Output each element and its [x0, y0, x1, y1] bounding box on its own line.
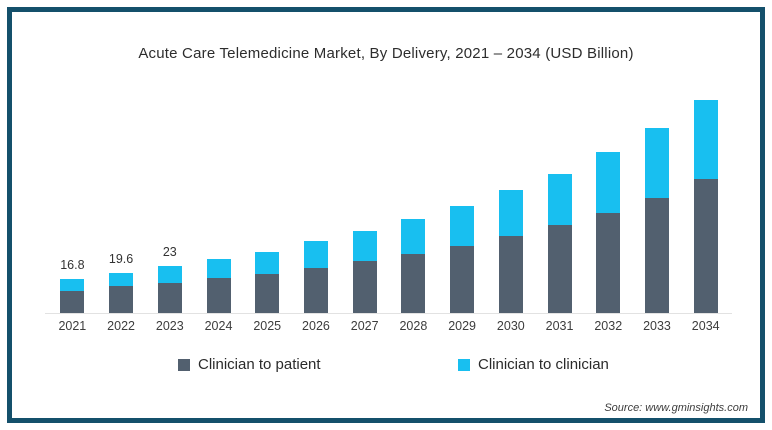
bar-segment-clinician-to-clinician: [693, 100, 718, 180]
bar-segment-clinician-to-clinician: [109, 272, 134, 287]
source-credit: Source: www.gminsights.com: [604, 402, 748, 414]
x-axis-label: 2031: [545, 319, 574, 333]
bar-group: 23: [145, 96, 194, 313]
x-axis-label: 2027: [350, 319, 379, 333]
bar-segment-clinician-to-clinician: [547, 173, 572, 226]
chart-frame: Acute Care Telemedicine Market, By Deliv…: [7, 7, 765, 423]
bar-value-label: 23: [162, 244, 177, 259]
bar-segment-clinician-to-clinician: [206, 259, 231, 279]
bar-segment-clinician-to-patient: [498, 235, 523, 313]
bar-segment-clinician-to-clinician: [498, 189, 523, 236]
bar-group: [194, 96, 243, 313]
x-axis-line: [45, 313, 732, 314]
bar-segment-clinician-to-patient: [401, 254, 426, 313]
chart-title: Acute Care Telemedicine Market, By Deliv…: [138, 45, 634, 62]
legend-item-clinician-to-clinician: Clinician to clinician: [458, 356, 609, 373]
legend-swatch-clinician-to-patient: [178, 358, 190, 371]
bar-segment-clinician-to-clinician: [596, 151, 621, 213]
bar-segment-clinician-to-patient: [60, 290, 85, 313]
x-axis-label: 2022: [107, 319, 135, 333]
x-axis-label: 2021: [58, 319, 87, 333]
bar-segment-clinician-to-patient: [303, 267, 328, 313]
bar-segment-clinician-to-patient: [547, 225, 572, 313]
x-axis-label: 2024: [204, 319, 233, 333]
bar-segment-clinician-to-patient: [109, 286, 134, 313]
x-axis-label: 2033: [643, 319, 671, 333]
x-axis-label: 2034: [691, 319, 720, 333]
bar-group: [535, 96, 584, 313]
legend-item-clinician-to-patient: Clinician to patient: [178, 356, 321, 373]
x-axis-label: 2030: [496, 319, 525, 333]
bar-group: [486, 96, 535, 313]
bar-segment-clinician-to-patient: [450, 246, 475, 313]
bar-group: [340, 96, 389, 313]
bar-group: [292, 96, 341, 313]
x-axis-label: 2026: [302, 319, 330, 333]
x-axis-labels: 2021 2022 2023 2024 2025 2026 2027 2028 2029 2030…: [48, 319, 730, 333]
x-axis-label: 2028: [399, 319, 428, 333]
bar-segment-clinician-to-patient: [157, 282, 182, 313]
bar-value-label: 19.6: [108, 251, 134, 266]
bar-segment-clinician-to-clinician: [401, 219, 426, 255]
x-axis-label: 2029: [448, 319, 477, 333]
bar-segment-clinician-to-clinician: [644, 127, 669, 198]
legend-swatch-clinician-to-clinician: [458, 358, 470, 371]
bar-group: [584, 96, 633, 313]
legend-label-clinician-to-patient: Clinician to patient: [198, 356, 321, 373]
bar-segment-clinician-to-patient: [596, 212, 621, 313]
bar-segment-clinician-to-patient: [693, 179, 718, 313]
bar-segment-clinician-to-patient: [352, 261, 377, 313]
bar-segment-clinician-to-clinician: [450, 205, 475, 247]
x-axis-label: 2023: [155, 319, 184, 333]
bar-segment-clinician-to-patient: [644, 197, 669, 313]
bar-segment-clinician-to-clinician: [303, 241, 328, 268]
bar-group: 16.8: [48, 96, 97, 313]
bar-group: [389, 96, 438, 313]
bar-group: [243, 96, 292, 313]
bar-group: [633, 96, 682, 313]
bar-segment-clinician-to-clinician: [255, 251, 280, 274]
bar-group: [681, 96, 730, 313]
bar-segment-clinician-to-patient: [206, 278, 231, 313]
bar-value-label: 16.8: [60, 257, 85, 272]
legend-label-clinician-to-clinician: Clinician to clinician: [478, 356, 609, 373]
plot-area: 16.8 19.6 23: [48, 96, 730, 313]
bar-group: [438, 96, 487, 313]
bar-segment-clinician-to-clinician: [157, 265, 182, 283]
bar-segment-clinician-to-clinician: [60, 278, 85, 291]
x-axis-label: 2032: [594, 319, 623, 333]
x-axis-label: 2025: [253, 319, 282, 333]
bar-group: 19.6: [97, 96, 146, 313]
bar-segment-clinician-to-clinician: [352, 230, 377, 262]
bar-segment-clinician-to-patient: [255, 273, 280, 313]
